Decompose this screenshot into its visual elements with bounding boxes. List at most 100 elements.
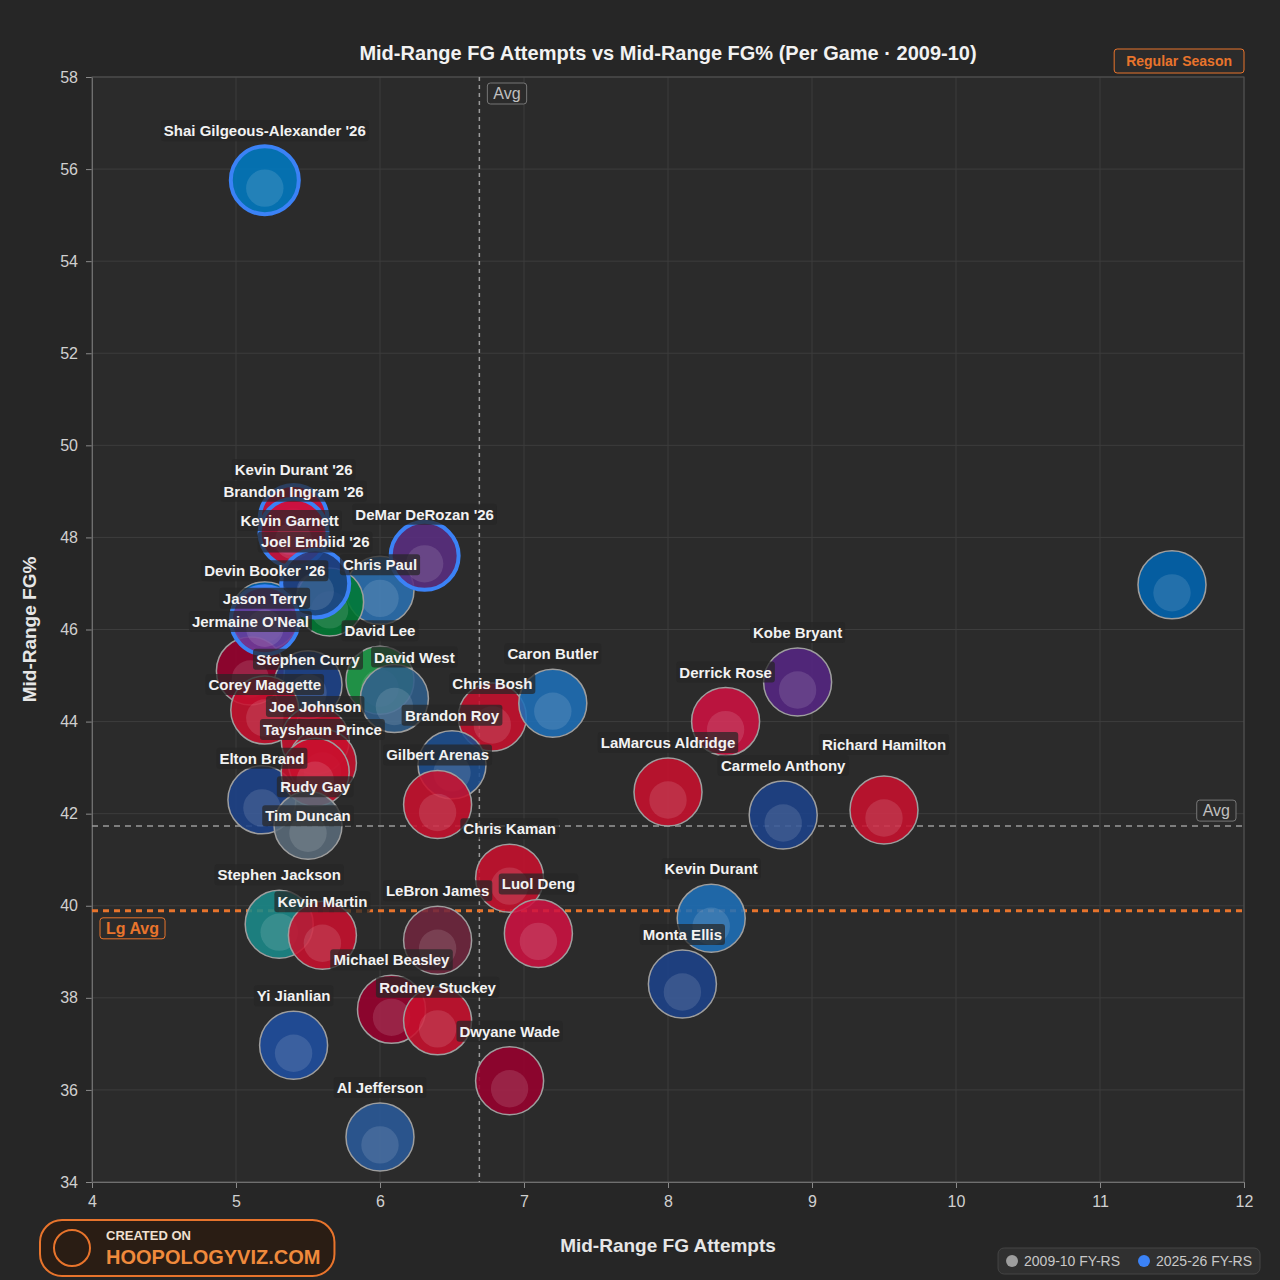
point-group: [749, 781, 817, 849]
point-label: Yi Jianlian: [254, 985, 334, 1006]
point-label-text: Tim Duncan: [265, 807, 351, 824]
point-label-text: LeBron James: [386, 882, 489, 899]
tick-mark: [236, 1182, 237, 1188]
point-label: Jason Terry: [220, 588, 311, 609]
background: [0, 0, 1280, 1280]
point-label: Devin Booker '26: [201, 560, 328, 581]
legend-box: [998, 1248, 1260, 1274]
point-label: DeMar DeRozan '26: [352, 504, 497, 525]
point-label-bg: [232, 459, 356, 480]
y-axis: 34363840424446485052545658: [60, 69, 92, 1191]
tick: 11: [1092, 1182, 1109, 1210]
point-label-text: Gilbert Arenas: [386, 746, 489, 763]
y-axis-title: Mid-Range FG%: [19, 557, 40, 703]
point-label-text: Brandon Ingram '26: [223, 483, 363, 500]
point: [346, 1103, 414, 1171]
reference-label-text: Avg: [1203, 802, 1230, 819]
tick-label: 8: [664, 1193, 673, 1210]
point-label: Luol Deng: [499, 873, 578, 894]
point-label-bg: [201, 560, 328, 581]
badge-box: [1114, 49, 1244, 73]
point-label: Richard Hamilton: [819, 734, 949, 755]
credit-logo: [54, 1230, 90, 1266]
tick-label: 36: [60, 1082, 78, 1099]
point: [634, 758, 702, 826]
point-label-bg: [220, 481, 366, 502]
point-label: Chris Paul: [340, 554, 420, 575]
point-label-text: Kevin Martin: [277, 893, 367, 910]
point-label: Dwyane Wade: [456, 1021, 562, 1042]
point-label-text: Kevin Durant '26: [235, 461, 353, 478]
point-highlight: [664, 973, 701, 1010]
point-label: Caron Butler: [504, 643, 601, 664]
tick-label: 10: [948, 1193, 966, 1210]
point-label: Corey Maggette: [206, 674, 325, 695]
point-label-text: David West: [374, 649, 455, 666]
point-highlight: [534, 692, 571, 729]
point-label-text: Elton Brand: [219, 750, 304, 767]
tick-mark: [86, 1090, 92, 1091]
point-label: Elton Brand: [216, 748, 307, 769]
tick: 42: [60, 805, 92, 822]
chart-title: Mid-Range FG Attempts vs Mid-Range FG% (…: [359, 42, 976, 64]
tick-label: 58: [60, 69, 78, 86]
reference-label-box: [487, 83, 526, 104]
point-label: Chris Bosh: [449, 673, 535, 694]
point-label: Joe Johnson: [266, 696, 365, 717]
tick-label: 7: [520, 1193, 529, 1210]
point-label-text: Kobe Bryant: [753, 624, 842, 641]
point-label-text: Caron Butler: [507, 645, 598, 662]
point-group: [260, 1011, 328, 1079]
point-label-text: Carmelo Anthony: [721, 757, 846, 774]
tick: 54: [60, 253, 92, 270]
tick-mark: [86, 722, 92, 723]
legend-item: 2025-26 FY-RS: [1138, 1253, 1252, 1269]
tick-mark: [86, 814, 92, 815]
point-label: David West: [371, 647, 458, 668]
point-label-text: Chris Paul: [343, 556, 417, 573]
point-label: Gilbert Arenas: [383, 744, 492, 765]
point-label-bg: [456, 1021, 562, 1042]
point-label-bg: [262, 805, 354, 826]
point-group: [764, 648, 832, 716]
tick-label: 54: [60, 253, 78, 270]
point-highlight: [1153, 574, 1190, 611]
legend-swatch: [1138, 1255, 1150, 1267]
point-label-text: Al Jefferson: [337, 1079, 424, 1096]
point-labels: Shai Gilgeous-Alexander '26 Kevin Durant …: [161, 120, 949, 1098]
point-highlight: [491, 1070, 528, 1107]
point-highlight: [275, 1035, 312, 1072]
point-label-text: LaMarcus Aldridge: [601, 734, 735, 751]
point-highlight: [520, 923, 557, 960]
point-group: [634, 758, 702, 826]
tick-label: 42: [60, 805, 78, 822]
point-label: Rodney Stuckey: [376, 977, 499, 998]
point-label-bg: [376, 977, 499, 998]
tick-label: 40: [60, 897, 78, 914]
point-label-text: Chris Kaman: [463, 820, 556, 837]
point-label-text: Rodney Stuckey: [379, 979, 496, 996]
point-label-bg: [819, 734, 949, 755]
point-label: LeBron James: [383, 880, 492, 901]
point-highlight: [419, 1010, 456, 1047]
point-label: Jermaine O'Neal: [189, 611, 312, 632]
point-label: Kevin Durant: [662, 858, 761, 879]
legend-label: 2009-10 FY-RS: [1024, 1253, 1120, 1269]
point: [764, 648, 832, 716]
reference-line: [479, 77, 481, 1182]
grid: [92, 77, 1244, 1182]
tick-mark: [1244, 1182, 1245, 1188]
tick-label: 5: [232, 1193, 241, 1210]
point-label: Al Jefferson: [334, 1077, 427, 1098]
point-label-bg: [718, 755, 849, 776]
point-label: Shai Gilgeous-Alexander '26: [161, 120, 369, 141]
tick-mark: [86, 630, 92, 631]
point-label-text: Stephen Jackson: [218, 866, 341, 883]
grid-line-y: [92, 353, 1244, 354]
tick: 46: [60, 621, 92, 638]
point-label-text: Kevin Garnett: [240, 512, 338, 529]
tick: 44: [60, 713, 92, 730]
tick-mark: [956, 1182, 957, 1188]
tick-label: 4: [88, 1193, 97, 1210]
point-label-text: Jermaine O'Neal: [192, 613, 309, 630]
